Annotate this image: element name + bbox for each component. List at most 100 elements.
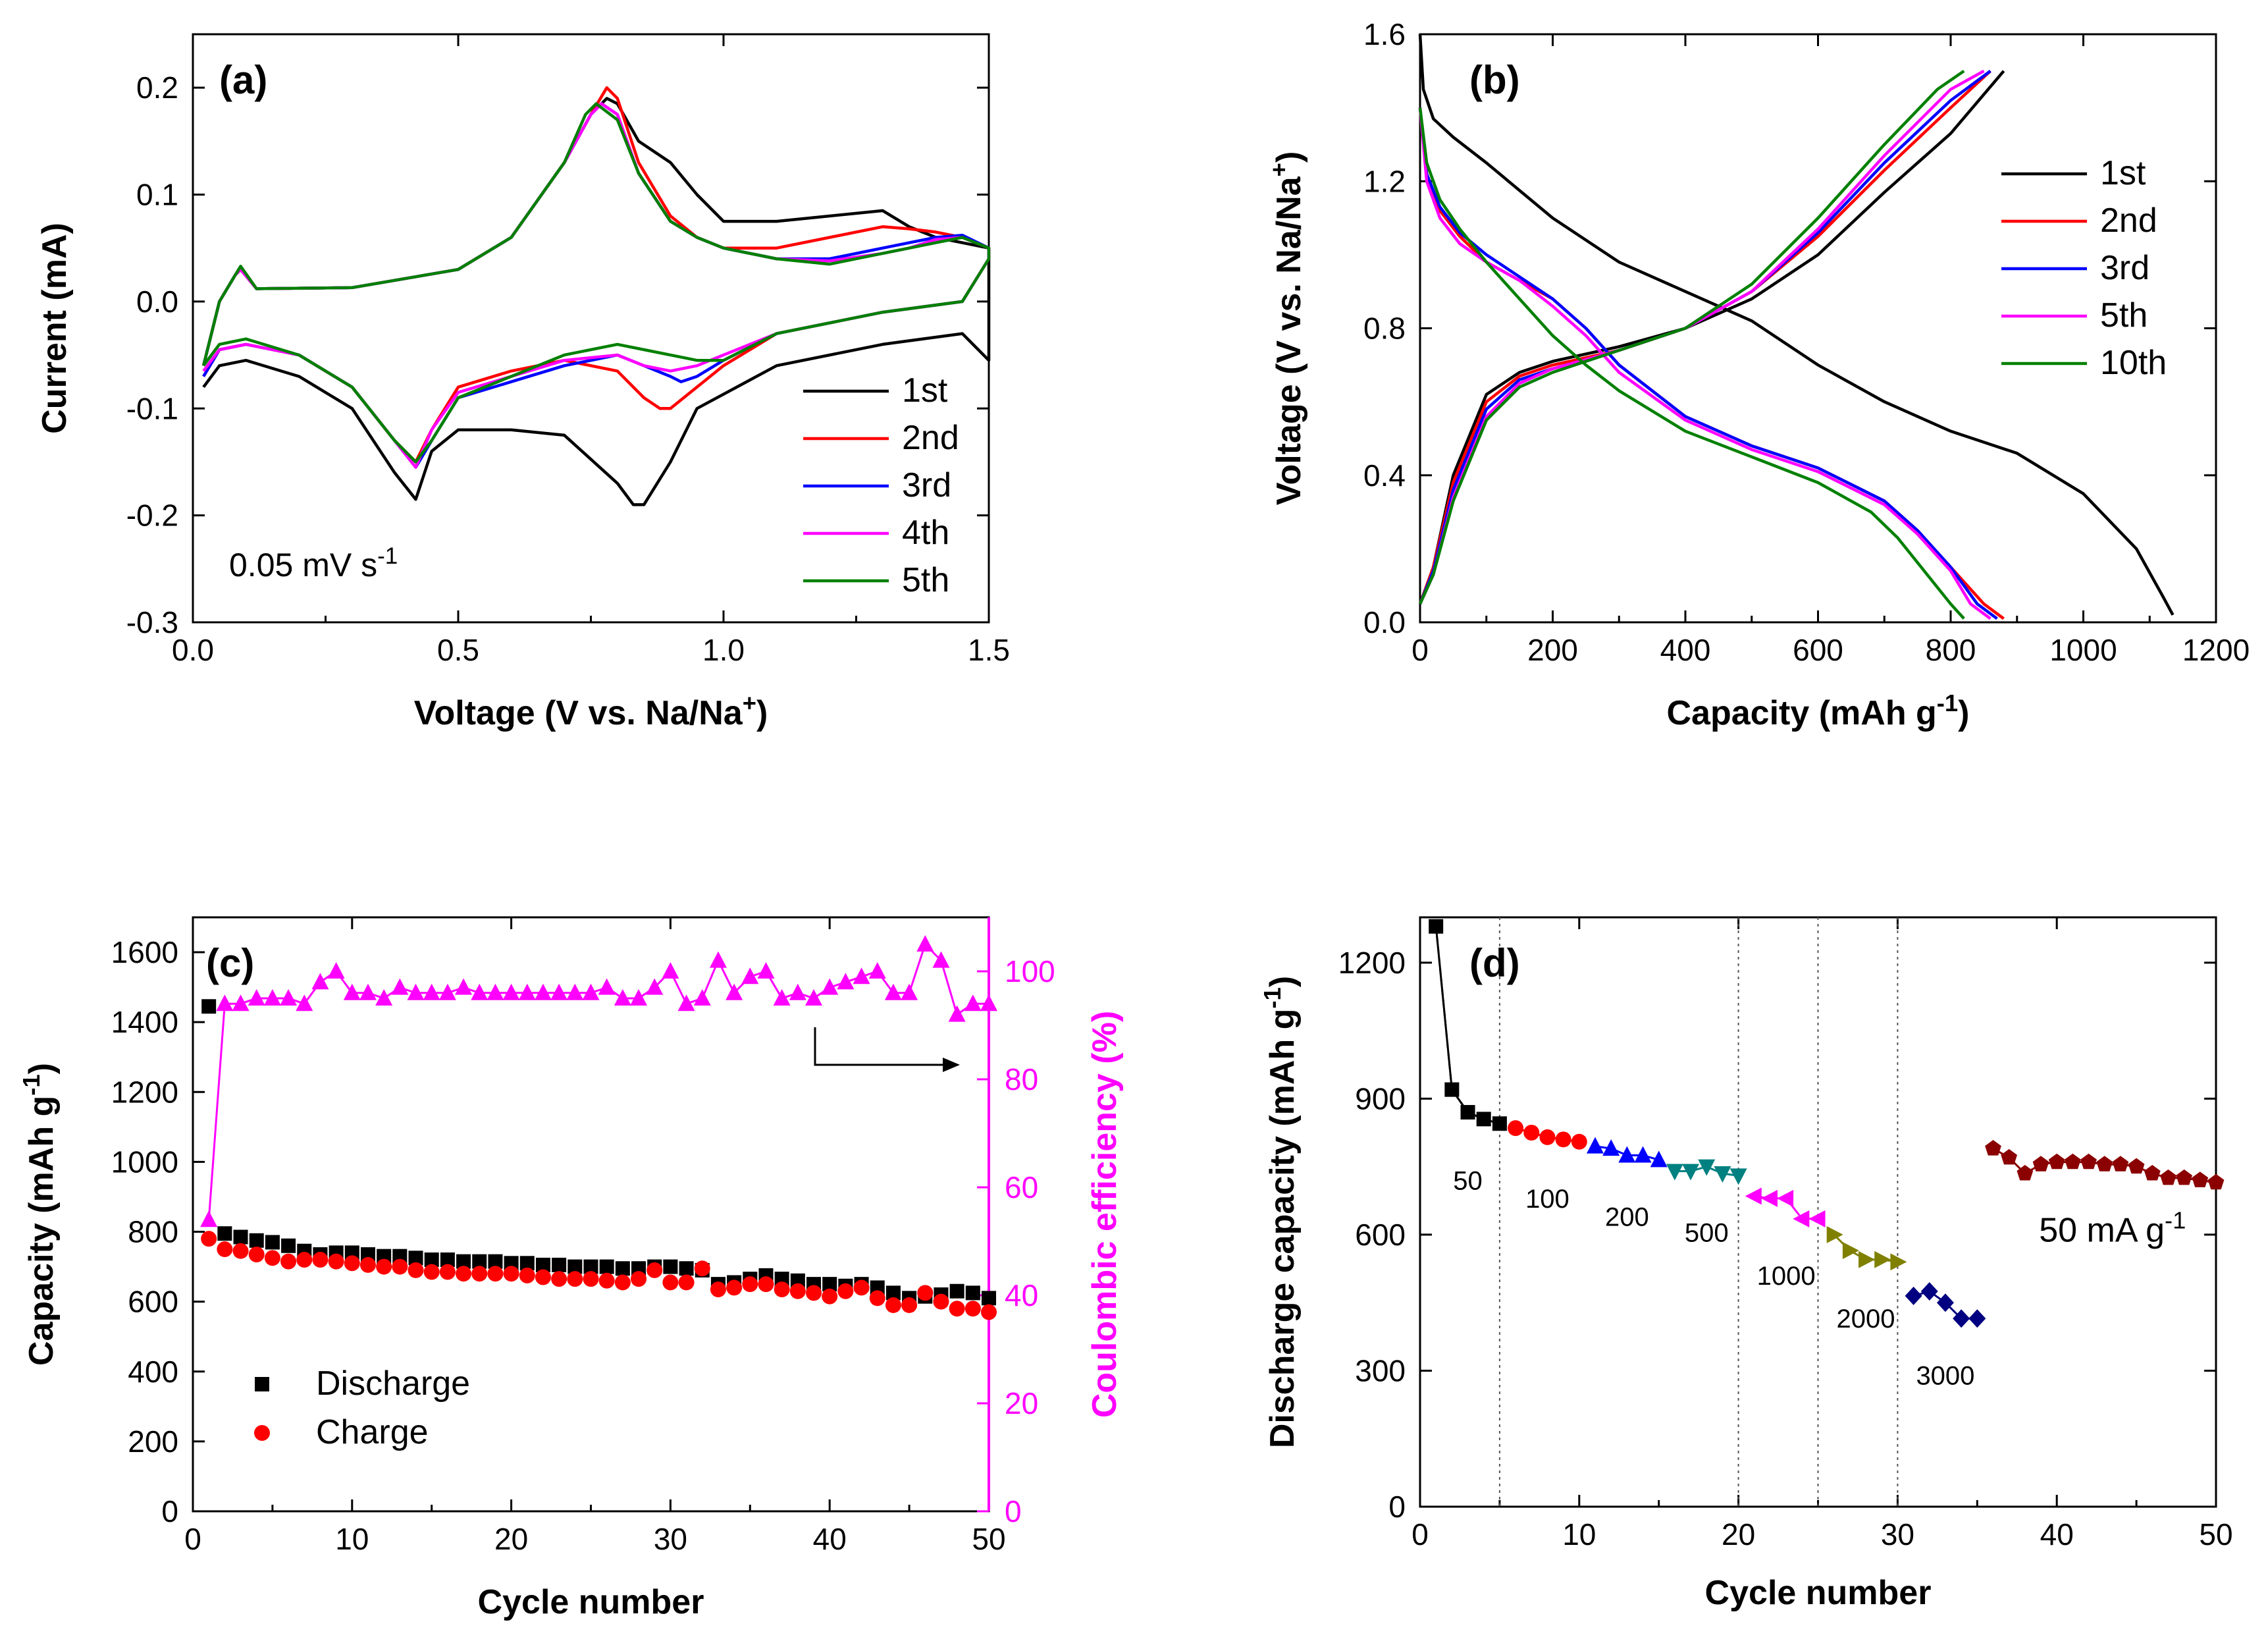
ce-point — [709, 951, 727, 968]
charge-point — [487, 1266, 504, 1282]
y2-tick-label: 40 — [1005, 1278, 1038, 1312]
x-tick-label: 1000 — [2049, 633, 2117, 667]
y-tick-label: 1200 — [1338, 946, 1406, 980]
discharge-point — [1968, 1309, 1986, 1328]
ce-point — [407, 983, 425, 1000]
y2-axis-label: Coulombic efficiency (%) — [1086, 1011, 1124, 1418]
x-axis-label: Voltage (V vs. Na/Na+) — [414, 689, 768, 733]
ce-point — [884, 983, 902, 1000]
ce-point — [980, 994, 997, 1011]
legend-label-3rd: 3rd — [2100, 249, 2149, 287]
y-tick-label: 900 — [1355, 1081, 1406, 1116]
charge-point — [758, 1276, 774, 1293]
x-tick-label: 200 — [1527, 633, 1578, 667]
discharge-point — [1682, 1164, 1700, 1181]
charge-point — [646, 1262, 663, 1278]
discharge-point — [1953, 1309, 1970, 1328]
legend-marker-Discharge — [255, 1377, 269, 1391]
charge-point — [662, 1274, 679, 1291]
rate-label-3000: 3000 — [1916, 1361, 1974, 1390]
ce-point — [821, 978, 839, 995]
ce-point — [216, 994, 234, 1011]
legend-label-5th: 5th — [2100, 296, 2148, 335]
x-tick-label: 0 — [1411, 1517, 1429, 1551]
series-line-5th — [201, 102, 991, 464]
y-tick-label: 1400 — [111, 1005, 178, 1039]
y-tick-label: 0.2 — [136, 70, 178, 105]
charge-point — [328, 1253, 344, 1270]
y-tick-label: 1.2 — [1363, 164, 1406, 198]
discharge-point — [1905, 1286, 1922, 1305]
x-tick-label: 0 — [184, 1522, 201, 1556]
scan-rate-annotation: 0.05 mV s-1 — [229, 543, 398, 584]
panel-label: (c) — [206, 941, 254, 985]
discharge-point — [1826, 1226, 1843, 1243]
x-tick-label: 1200 — [2182, 633, 2250, 667]
charge-point — [312, 1251, 329, 1268]
charge-point — [201, 1231, 217, 1247]
charge-point — [392, 1258, 408, 1275]
x-tick-label: 40 — [813, 1522, 847, 1556]
charge-point — [471, 1266, 488, 1282]
y-tick-label: 0.0 — [136, 284, 178, 319]
rate-label-100: 100 — [1525, 1185, 1569, 1214]
ce-point — [757, 962, 775, 979]
superscript: + — [1265, 163, 1292, 176]
label-part: ) — [1270, 151, 1308, 163]
y-tick-label: 0.4 — [1363, 458, 1406, 493]
discharge-point — [1492, 1116, 1507, 1131]
charge-point — [503, 1266, 519, 1282]
charge-point — [264, 1250, 280, 1266]
discharge-point — [519, 1256, 535, 1271]
discharge-point — [1523, 1125, 1540, 1141]
ce-point — [423, 983, 440, 1000]
charge-point — [232, 1243, 249, 1259]
charge-point — [535, 1269, 551, 1285]
x-tick-label: 20 — [494, 1522, 528, 1556]
charge-point — [280, 1253, 297, 1270]
charge-point — [567, 1271, 583, 1287]
discharge-point — [281, 1238, 296, 1253]
charge-point — [901, 1297, 918, 1313]
discharge-point — [1714, 1166, 1731, 1183]
ce-point — [343, 983, 361, 1000]
ce-point — [868, 962, 886, 979]
label-part: 0.05 mV s — [229, 547, 377, 583]
charge-point — [726, 1279, 743, 1296]
label-part: Voltage (V vs. Na/Na — [1270, 176, 1308, 505]
discharge-point — [2080, 1153, 2097, 1170]
x-tick-label: 0.5 — [437, 633, 479, 667]
discharge-point — [1618, 1146, 1636, 1163]
ce-point — [805, 989, 823, 1006]
discharge-point — [2192, 1172, 2209, 1187]
charge-point — [789, 1283, 806, 1299]
ce-point — [725, 983, 743, 1000]
y-axis-label: Current (mA) — [36, 223, 74, 434]
discharge-point — [1429, 919, 1444, 934]
discharge-point — [1666, 1164, 1683, 1181]
x-tick-label: 1.0 — [702, 633, 745, 667]
discharge-point — [424, 1252, 439, 1267]
discharge-line-3rd — [1418, 107, 1998, 620]
ce-point — [598, 978, 616, 995]
y2-tick-label: 80 — [1005, 1062, 1038, 1096]
discharge-point — [615, 1261, 630, 1276]
discharge-point — [456, 1254, 471, 1269]
discharge-point — [440, 1252, 455, 1267]
discharge-point — [2017, 1164, 2034, 1181]
discharge-point — [1890, 1253, 1907, 1271]
y-tick-label: -0.3 — [126, 605, 178, 639]
charge-line-10th — [1418, 69, 1965, 605]
discharge-point — [1650, 1150, 1668, 1168]
x-tick-label: 20 — [1722, 1517, 1755, 1551]
label-part: ) — [1958, 694, 1969, 732]
ce-point — [502, 983, 520, 1000]
discharge-point — [1793, 1210, 1810, 1227]
ce-point — [741, 967, 759, 984]
ce-point — [582, 983, 600, 1000]
panel-b: 0 200 400 600 800 1000 1200 0.0 0.4 0.8 1.2 1.6 (b) C… — [1265, 17, 2250, 732]
discharge-point — [1760, 1189, 1778, 1207]
ce-point — [932, 951, 950, 968]
discharge-point — [1460, 1105, 1475, 1120]
legend-label-10th: 10th — [2100, 344, 2167, 382]
